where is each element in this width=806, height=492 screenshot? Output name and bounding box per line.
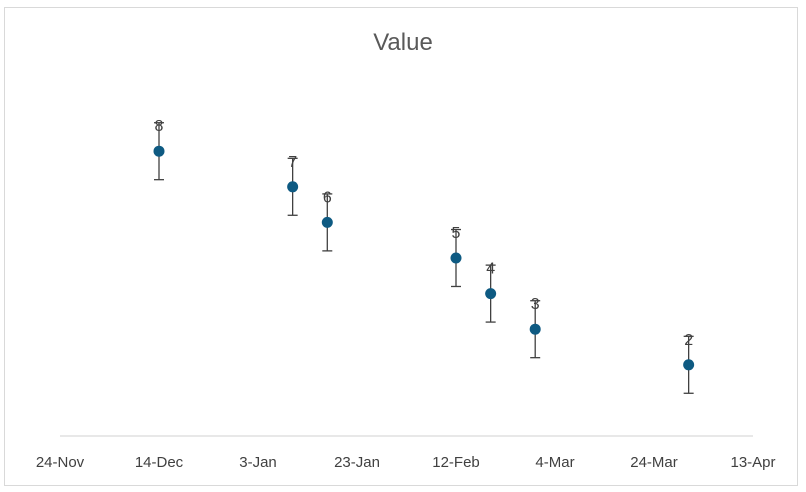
data-point	[287, 181, 299, 193]
data-point	[321, 216, 333, 228]
chart-title: Value	[373, 29, 433, 56]
x-tick-label: 12-Feb	[432, 454, 480, 471]
data-label: 8	[155, 118, 164, 135]
x-tick-label: 24-Nov	[36, 454, 85, 471]
data-label: 4	[486, 261, 495, 278]
x-tick-label: 4-Mar	[535, 454, 574, 471]
data-point	[529, 323, 541, 335]
data-label: 7	[288, 154, 297, 171]
data-point	[153, 145, 165, 157]
x-tick-label: 23-Jan	[334, 454, 380, 471]
x-tick-label: 14-Dec	[135, 454, 184, 471]
chart-area	[4, 7, 798, 486]
x-tick-label: 13-Apr	[730, 454, 775, 471]
data-point	[683, 359, 695, 371]
x-tick-label: 24-Mar	[630, 454, 678, 471]
data-label: 2	[684, 332, 693, 349]
data-label: 6	[323, 189, 332, 206]
data-label: 3	[531, 296, 540, 313]
data-point	[485, 288, 497, 300]
x-tick-label: 3-Jan	[239, 454, 277, 471]
data-point	[450, 252, 462, 264]
data-label: 5	[452, 225, 461, 242]
